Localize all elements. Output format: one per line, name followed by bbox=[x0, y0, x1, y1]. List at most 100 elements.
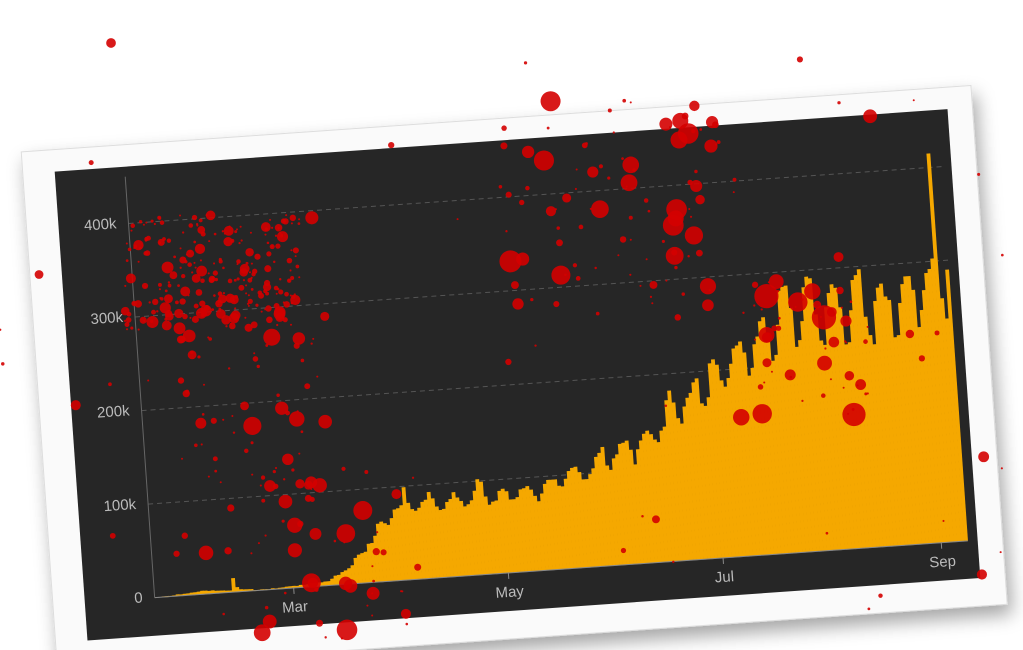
splatter-dot bbox=[192, 215, 197, 220]
splatter-dot bbox=[845, 371, 855, 381]
splatter-dot bbox=[942, 520, 944, 522]
splatter-dot bbox=[251, 441, 254, 444]
splatter-dot bbox=[253, 352, 255, 354]
splatter-dot bbox=[238, 242, 240, 244]
x-tick-label: Jul bbox=[714, 568, 734, 586]
splatter-dot bbox=[777, 290, 780, 293]
splatter-dot bbox=[663, 215, 684, 236]
splatter-dot bbox=[525, 186, 529, 190]
splatter-dot bbox=[804, 283, 820, 299]
splatter-dot bbox=[401, 590, 403, 592]
splatter-dot bbox=[511, 281, 519, 289]
splatter-dot bbox=[843, 387, 845, 389]
splatter-dot bbox=[234, 279, 237, 282]
splatter-dot bbox=[682, 113, 689, 120]
splatter-dot bbox=[556, 239, 563, 246]
splatter-dot bbox=[280, 234, 283, 237]
splatter-dot bbox=[318, 415, 332, 429]
splatter-dot bbox=[372, 580, 375, 583]
splatter-dot bbox=[316, 620, 323, 627]
splatter-dot bbox=[193, 262, 195, 264]
splatter-dot bbox=[279, 232, 281, 234]
splatter-dot bbox=[211, 418, 217, 424]
bar bbox=[235, 587, 239, 592]
splatter-dot bbox=[690, 180, 702, 192]
splatter-dot bbox=[124, 285, 126, 287]
splatter-dot bbox=[213, 456, 218, 461]
splatter-dot bbox=[311, 342, 313, 344]
splatter-dot bbox=[277, 227, 279, 229]
splatter-dot bbox=[208, 476, 210, 478]
splatter-dot bbox=[652, 515, 660, 523]
splatter-dot bbox=[276, 293, 278, 295]
splatter-dot bbox=[837, 101, 840, 104]
splatter-dot bbox=[733, 409, 749, 425]
splatter-dot bbox=[245, 248, 253, 256]
splatter-dot bbox=[275, 307, 277, 309]
splatter-dot bbox=[229, 313, 239, 323]
splatter-dot bbox=[139, 220, 142, 223]
splatter-dot bbox=[366, 605, 368, 607]
splatter-dot bbox=[646, 258, 648, 260]
splatter-dot bbox=[200, 259, 202, 261]
splatter-dot bbox=[169, 271, 177, 279]
splatter-dot bbox=[287, 518, 302, 533]
splatter-dot bbox=[263, 283, 271, 291]
splatter-dot bbox=[178, 377, 184, 383]
splatter-dot bbox=[191, 271, 193, 273]
splatter-dot bbox=[412, 477, 414, 479]
splatter-dot bbox=[195, 418, 206, 429]
splatter-dot bbox=[275, 235, 277, 237]
splatter-dot bbox=[405, 623, 408, 626]
splatter-dot bbox=[142, 283, 148, 289]
splatter-dot bbox=[199, 546, 214, 561]
splatter-dot bbox=[906, 330, 914, 338]
splatter-dot bbox=[158, 241, 161, 244]
splatter-dot bbox=[208, 272, 210, 274]
splatter-dot bbox=[159, 297, 161, 299]
splatter-dot bbox=[181, 458, 183, 460]
splatter-dot bbox=[829, 337, 840, 348]
splatter-dot bbox=[273, 261, 275, 263]
splatter-dot bbox=[219, 259, 223, 263]
splatter-dot bbox=[659, 118, 672, 131]
splatter-dot bbox=[546, 206, 556, 216]
splatter-dot bbox=[391, 489, 401, 499]
splatter-dot bbox=[867, 326, 869, 328]
splatter-dot bbox=[293, 332, 305, 344]
splatter-dot bbox=[553, 301, 559, 307]
splatter-dot bbox=[665, 405, 668, 408]
splatter-dot bbox=[341, 637, 343, 639]
splatter-dot bbox=[608, 108, 612, 112]
splatter-dot bbox=[264, 308, 266, 310]
splatter-dot bbox=[213, 262, 215, 264]
splatter-dot bbox=[132, 302, 134, 304]
splatter-dot bbox=[261, 222, 271, 232]
splatter-dot bbox=[175, 301, 179, 305]
splatter-dot bbox=[813, 301, 821, 309]
splatter-dot bbox=[126, 328, 128, 330]
splatter-dot bbox=[320, 312, 329, 321]
splatter-dot bbox=[717, 140, 721, 144]
splatter-dot bbox=[629, 216, 633, 220]
splatter-dot bbox=[243, 279, 245, 281]
y-tick-label: 200k bbox=[97, 402, 131, 421]
splatter-dot bbox=[305, 495, 312, 502]
splatter-dot bbox=[202, 413, 205, 416]
splatter-dot bbox=[978, 451, 989, 462]
splatter-dot bbox=[215, 300, 222, 307]
splatter-dot bbox=[188, 294, 190, 296]
splatter-dot bbox=[519, 200, 524, 205]
splatter-dot bbox=[160, 220, 165, 225]
splatter-dot bbox=[208, 240, 210, 242]
splatter-dot bbox=[622, 157, 639, 174]
splatter-dot bbox=[110, 533, 116, 539]
splatter-dot bbox=[401, 609, 411, 619]
splatter-dot bbox=[364, 470, 368, 474]
splatter-dot bbox=[220, 481, 222, 483]
splatter-dot bbox=[89, 160, 94, 165]
splatter-dot bbox=[1001, 467, 1003, 469]
splatter-dot bbox=[197, 355, 200, 358]
splatter-dot bbox=[919, 355, 925, 361]
splatter-dot bbox=[251, 263, 253, 265]
